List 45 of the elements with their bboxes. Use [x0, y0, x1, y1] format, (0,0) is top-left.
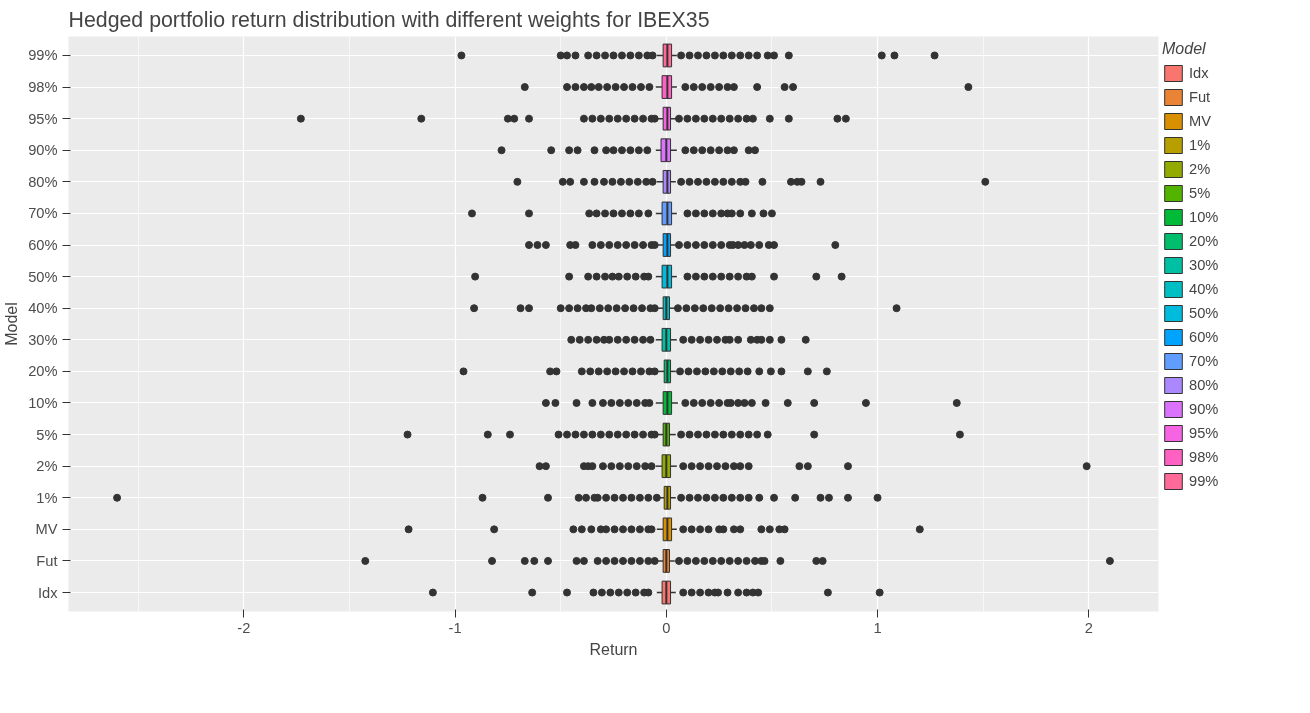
legend-label: 10% — [1189, 209, 1220, 225]
legend-label: 5% — [1189, 185, 1212, 201]
legend-label: 90% — [1189, 401, 1220, 417]
legend-label: 70% — [1189, 353, 1220, 369]
x-axis-title: Return — [589, 640, 638, 658]
legend-label: Idx — [1189, 65, 1210, 81]
y-tick-label: 98% — [28, 79, 58, 96]
y-tick-label: 30% — [28, 331, 58, 348]
legend-label: 60% — [1189, 329, 1220, 345]
legend-label: MV — [1189, 113, 1212, 129]
legend-label: 50% — [1189, 305, 1220, 321]
y-tick-label: 50% — [28, 268, 58, 285]
y-tick-label: 99% — [28, 47, 58, 64]
y-axis-title: Model — [3, 302, 21, 346]
x-tick-label: -1 — [448, 619, 462, 636]
legend-title: Model — [1162, 40, 1207, 58]
legend-label: 99% — [1189, 473, 1220, 489]
legend-label: 80% — [1189, 377, 1220, 393]
y-tick-label: 5% — [36, 426, 58, 443]
y-tick-label: 95% — [28, 110, 58, 127]
legend-label: 30% — [1189, 257, 1220, 273]
y-tick-label: 1% — [36, 489, 58, 506]
x-tick-label: -2 — [237, 619, 251, 636]
y-tick-label: 40% — [28, 300, 58, 317]
legend-label: Fut — [1189, 89, 1212, 105]
y-tick-label: 20% — [28, 363, 58, 380]
x-tick-label: 0 — [662, 619, 671, 636]
y-tick-label: 80% — [28, 173, 58, 190]
y-tick-label: 2% — [36, 458, 58, 475]
legend-label: 98% — [1189, 449, 1220, 465]
y-tick-label: 10% — [28, 394, 58, 411]
x-tick-label: 1 — [873, 619, 882, 636]
legend-label: 1% — [1189, 137, 1212, 153]
y-tick-label: 70% — [28, 205, 58, 222]
y-tick-label: 90% — [28, 142, 58, 159]
legend-label: 40% — [1189, 281, 1220, 297]
x-tick-label: 2 — [1084, 619, 1093, 636]
legend-label: 2% — [1189, 161, 1212, 177]
y-tick-label: Idx — [37, 584, 59, 601]
y-tick-label: MV — [35, 521, 58, 538]
chart-title: Hedged portfolio return distribution with different weights for IBEX35 — [68, 7, 710, 32]
legend-label: 20% — [1189, 233, 1220, 249]
y-tick-label: Fut — [36, 552, 58, 569]
y-tick-label: 60% — [28, 237, 58, 254]
legend-label: 95% — [1189, 425, 1220, 441]
